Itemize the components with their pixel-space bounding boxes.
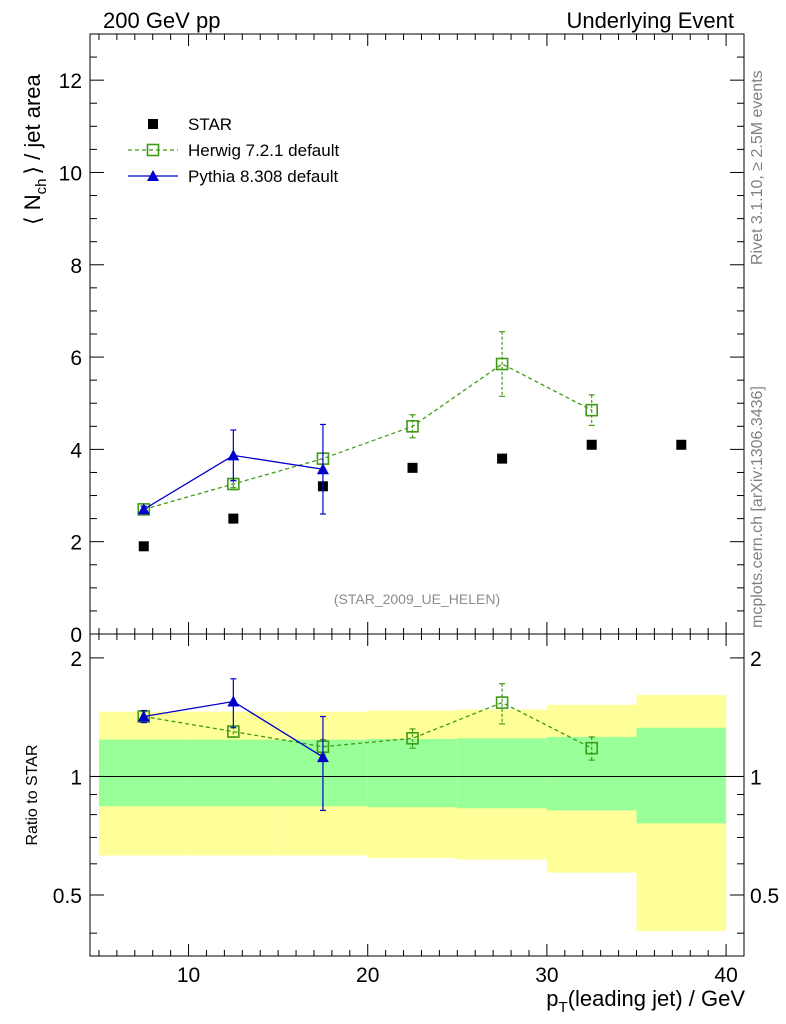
main-y-tick-label: 2: [70, 532, 82, 555]
ratio-point: [227, 695, 240, 707]
legend-label-0: STAR: [188, 115, 232, 134]
main-point: [407, 462, 418, 473]
legend-marker-2: [147, 170, 159, 181]
ratio-point: [585, 741, 598, 755]
main-y-tick-label: 10: [59, 162, 82, 185]
main-line-1: [143, 363, 592, 511]
main-point: [585, 403, 598, 417]
main-ylabel-rest: ⟩ / jet area: [20, 73, 45, 174]
ratio-y-tick-label-left: 1: [70, 766, 82, 789]
main-point: [406, 420, 419, 433]
ratio-point: [316, 751, 329, 763]
main-point: [676, 439, 687, 450]
main-y-tick-label: 6: [70, 347, 82, 370]
ratio-point: [137, 710, 150, 722]
ratio-y-tick-label-right: 1: [750, 766, 762, 789]
legend-marker-0: [148, 119, 158, 129]
inner-band-3: [367, 738, 458, 808]
main-point: [316, 463, 329, 475]
ratio-ylabel: Ratio to STAR: [24, 744, 41, 845]
legend-label-2: Pythia 8.308 default: [188, 167, 339, 186]
legend: STAR Herwig 7.2.1 default Pythia 8.308 def…: [128, 115, 339, 186]
main-ylabel-main: ⟨ N: [20, 194, 45, 225]
x-tick-label: 30: [535, 964, 558, 987]
ratio-panel-series: [137, 678, 598, 811]
x-tick-label: 10: [177, 964, 200, 987]
ratio-series-1: [137, 678, 329, 811]
main-point: [227, 449, 240, 461]
main-point: [495, 357, 509, 371]
x-axis-label: pT(leading jet) / GeV: [546, 986, 745, 1016]
main-series-2: [137, 423, 329, 515]
ratio-point: [495, 696, 509, 709]
ratio-y-tick-label-left: 0.5: [53, 885, 82, 908]
inner-band-6: [636, 727, 727, 824]
main-y-tick-label: 8: [70, 255, 82, 278]
x-tick-label: 20: [356, 964, 379, 987]
main-point: [228, 513, 239, 524]
main-series-1: [137, 331, 598, 516]
main-point: [586, 439, 597, 450]
legend-label-1: Herwig 7.2.1 default: [188, 141, 339, 160]
x-axis-label-rest: (leading jet) / GeV: [568, 986, 746, 1011]
main-ylabel: ⟨ Nch ⟩ / jet area: [20, 73, 50, 225]
main-y-tick-label: 0: [70, 624, 82, 647]
ratio-line-0: [143, 701, 592, 749]
main-y-tick-label: 4: [70, 439, 82, 462]
main-point: [137, 503, 150, 515]
main-series-0: [138, 439, 687, 552]
ratio-y-tick-label-left: 2: [70, 648, 82, 671]
ratio-frame: [89, 633, 745, 957]
main-point: [138, 541, 149, 552]
inner-band-4: [457, 738, 547, 809]
main-panel-series: [137, 331, 687, 552]
x-axis-label-main: p: [546, 986, 558, 1011]
ratio-y-tick-label-right: 2: [750, 648, 762, 671]
ratio-point: [406, 731, 419, 745]
ratio-y-tick-label-right: 0.5: [750, 885, 779, 908]
x-tick-label: 40: [714, 964, 737, 987]
rivet-label: Rivet 3.1.10, ≥ 2.5M events: [749, 70, 766, 265]
inner-band-0: [98, 739, 189, 807]
legend-marker-1: [146, 143, 160, 157]
main-point: [497, 453, 508, 464]
analysis-tag: (STAR_2009_UE_HELEN): [334, 591, 500, 607]
x-axis-label-sub: T: [559, 999, 568, 1016]
inner-band-1: [188, 739, 279, 807]
header-right: Underlying Event: [566, 8, 734, 33]
header-left: 200 GeV pp: [103, 8, 220, 33]
mcplots-label: mcplots.cern.ch [arXiv:1306.3436]: [749, 386, 766, 628]
main-y-tick-label: 12: [59, 70, 82, 93]
main-ylabel-sub: ch: [33, 179, 50, 195]
svg-text:⟨ Nch⟩ / jet area: ⟨ Nch ⟩ / jet area: [20, 73, 50, 225]
